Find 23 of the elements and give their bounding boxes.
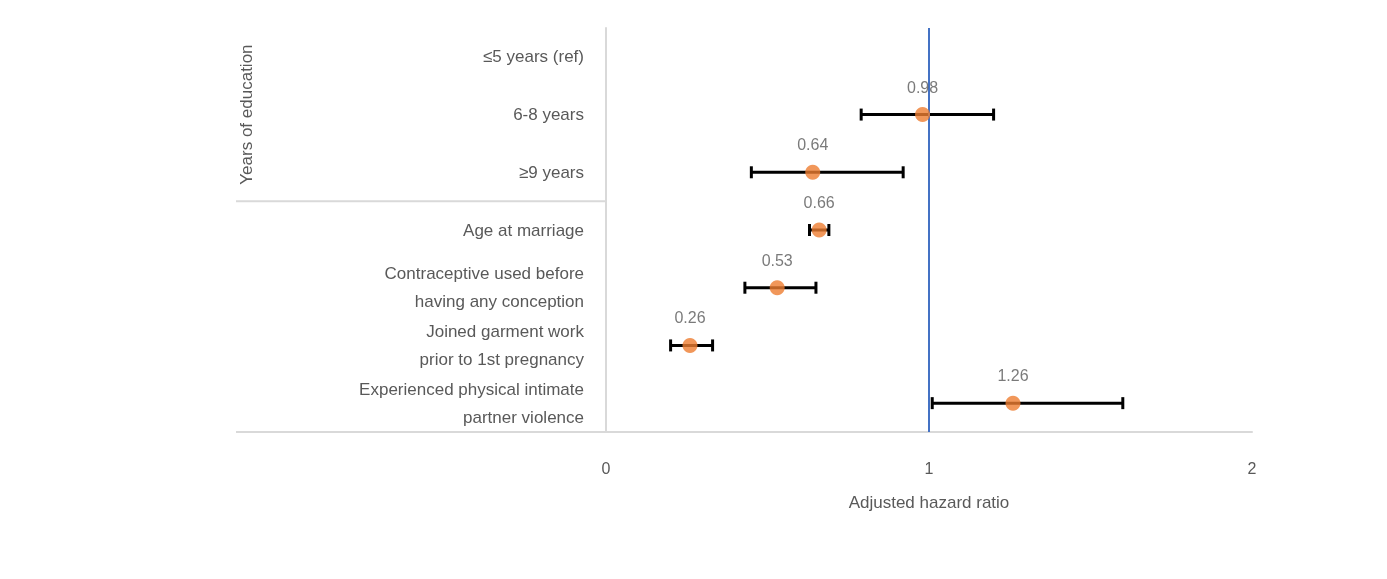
point [1005, 395, 1021, 411]
point [682, 337, 698, 353]
y-tick-label: ≤5 years (ref) [483, 47, 584, 67]
data-label: 0.26 [674, 309, 706, 327]
y-tick-label: Age at marriage [463, 220, 584, 240]
point [805, 164, 821, 180]
data-label: 1.26 [997, 367, 1029, 385]
point [915, 107, 931, 123]
point [769, 280, 785, 296]
x-tick-label: 1 [924, 459, 934, 477]
y-tick-label: Contraceptive used before having any conception [384, 264, 584, 312]
y-tick-label: 6-8 years [513, 105, 584, 125]
x-tick-label: 0 [601, 459, 611, 477]
x-tick-label: 2 [1247, 459, 1257, 477]
text: Years of education [236, 44, 256, 185]
data-label: 0.53 [761, 251, 793, 269]
y-tick-label: Experienced physical intimate partner violence [359, 379, 584, 427]
data-label: 0.66 [803, 194, 835, 211]
data-label: 0.64 [797, 136, 829, 154]
point [811, 222, 827, 238]
y-tick-label: Joined garment work prior to 1st pregnancy [419, 321, 585, 369]
x-axis-title: Adjusted hazard ratio [848, 493, 1010, 512]
y-tick-label: ≥9 years [518, 162, 584, 182]
